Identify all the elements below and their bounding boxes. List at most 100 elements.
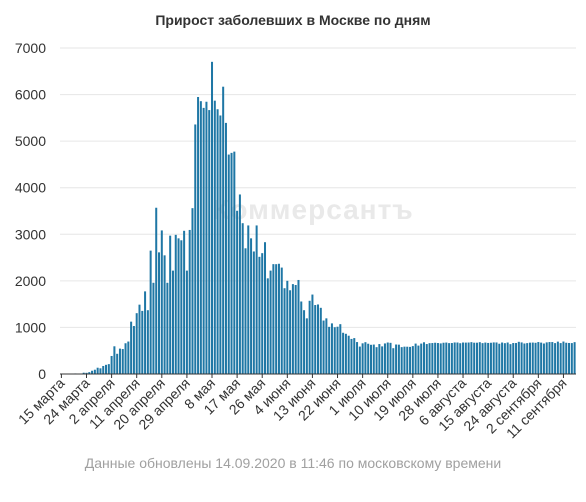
bar (305, 318, 308, 374)
bar (283, 288, 286, 374)
bar (414, 343, 417, 374)
bar (244, 248, 247, 374)
footer-note: Данные обновлены 14.09.2020 в 11:46 по м… (84, 455, 502, 471)
bar (275, 264, 278, 374)
bar (238, 194, 241, 374)
bar (317, 304, 320, 374)
bar (347, 335, 350, 374)
bar (358, 346, 361, 374)
bar (213, 100, 216, 375)
bar (91, 370, 94, 374)
bar (158, 252, 161, 374)
bar (378, 344, 381, 374)
bar (489, 342, 492, 374)
bar (350, 338, 353, 374)
bar (548, 342, 551, 374)
bar (450, 343, 453, 374)
bar (216, 109, 219, 375)
bar (403, 346, 406, 374)
bar (110, 355, 113, 374)
bar (303, 310, 306, 374)
bar (227, 154, 230, 374)
bar (230, 152, 233, 374)
bar (130, 321, 133, 374)
bar (531, 342, 534, 374)
bar (236, 210, 239, 374)
y-tick-labels: 0 1000 2000 3000 4000 5000 6000 7000 (15, 40, 46, 382)
watermark: Коммерсантъ (212, 194, 413, 225)
bar (364, 342, 367, 374)
bar (330, 323, 333, 374)
bar (160, 230, 163, 374)
bar (116, 353, 119, 374)
bar (194, 124, 197, 374)
bar (93, 369, 96, 374)
bar (417, 345, 420, 374)
bar (484, 342, 487, 374)
bar (537, 342, 540, 374)
bar (219, 115, 222, 374)
bar (241, 223, 244, 374)
bar (197, 96, 200, 375)
bar (222, 86, 225, 374)
y-tick-label: 0 (38, 366, 46, 382)
bar (96, 367, 99, 374)
bar (107, 364, 110, 374)
y-tick-label: 1000 (15, 319, 46, 335)
bar (442, 342, 445, 374)
bar (422, 342, 425, 374)
bar (233, 151, 236, 374)
bar (568, 342, 571, 374)
bar (311, 294, 314, 374)
bar (392, 348, 395, 374)
bar (118, 348, 121, 374)
bar (294, 285, 297, 374)
bar (121, 349, 124, 374)
bar (439, 343, 442, 374)
bar (495, 342, 498, 374)
bar (503, 343, 506, 374)
bar (453, 342, 456, 374)
bar (542, 343, 545, 374)
bar (88, 372, 91, 374)
bar (445, 342, 448, 374)
bar (261, 253, 264, 374)
bar (308, 300, 311, 374)
bar (436, 343, 439, 374)
bar (475, 342, 478, 374)
bar (141, 310, 144, 374)
bar (211, 61, 214, 374)
bar (322, 320, 325, 374)
bar (545, 342, 548, 374)
bar (277, 263, 280, 374)
bar (361, 343, 364, 374)
bar (428, 343, 431, 374)
bar (202, 107, 205, 374)
bar (149, 250, 152, 374)
bar (353, 338, 356, 374)
bar (559, 343, 562, 374)
bar (138, 304, 141, 374)
bar (258, 256, 261, 374)
bar (487, 342, 490, 374)
bar (113, 346, 116, 374)
bar (188, 229, 191, 374)
bar (339, 324, 342, 374)
bar (383, 343, 386, 374)
bar (174, 234, 177, 374)
bar (523, 343, 526, 374)
bar (425, 344, 428, 374)
bar (481, 343, 484, 374)
bar (478, 342, 481, 374)
bar (570, 343, 573, 374)
bar (367, 343, 370, 374)
bar (512, 343, 515, 374)
bar (420, 343, 423, 374)
bar (155, 207, 158, 374)
bar (291, 284, 294, 374)
bar (556, 341, 559, 374)
bar (177, 238, 180, 374)
bar (169, 235, 172, 374)
